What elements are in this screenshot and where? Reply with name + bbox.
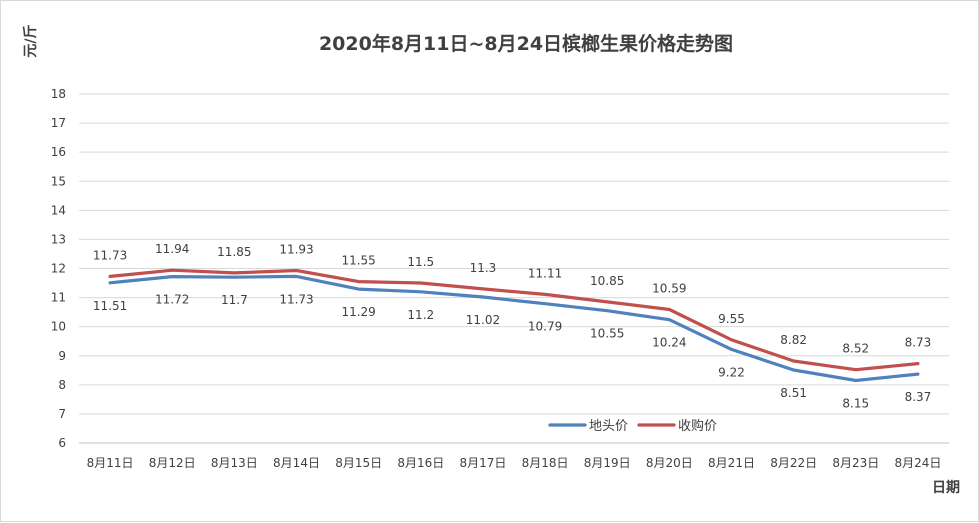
y-tick-label: 10	[51, 320, 66, 334]
x-tick-label: 8月16日	[397, 456, 444, 470]
data-label: 11.55	[341, 254, 375, 268]
data-label: 10.59	[652, 282, 686, 296]
y-tick-label: 15	[51, 174, 66, 188]
data-label: 11.5	[407, 255, 434, 269]
x-tick-label: 8月13日	[211, 456, 258, 470]
x-tick-label: 8月11日	[87, 456, 134, 470]
y-tick-label: 18	[51, 87, 66, 101]
legend: 地头价 收购价	[548, 418, 717, 434]
legend-label: 收购价	[678, 418, 717, 434]
x-axis-ticks: 8月11日 8月12日 8月13日 8月14日 8月15日 8月16日 8月17日 8月18日…	[87, 456, 942, 470]
y-tick-label: 7	[58, 407, 66, 421]
data-label: 11.73	[279, 292, 313, 306]
y-tick-label: 6	[58, 436, 66, 450]
y-tick-label: 9	[58, 349, 66, 363]
gridlines	[79, 93, 949, 444]
data-label: 11.3	[470, 261, 497, 275]
x-tick-label: 8月20日	[646, 456, 693, 470]
data-label: 11.85	[217, 245, 251, 259]
data-label: 11.02	[466, 313, 500, 327]
x-tick-label: 8月24日	[894, 456, 941, 470]
x-tick-label: 8月21日	[708, 456, 755, 470]
data-label: 9.55	[718, 312, 745, 326]
data-label: 8.73	[905, 336, 932, 350]
y-tick-label: 8	[58, 378, 66, 392]
legend-label: 地头价	[589, 419, 628, 434]
data-label: 10.24	[652, 336, 686, 350]
data-label: 11.29	[341, 305, 375, 319]
data-label: 11.11	[528, 266, 562, 280]
data-label: 8.52	[842, 342, 869, 356]
data-label: 10.85	[590, 274, 624, 288]
y-axis-ticks: 6 7 8 9 10 11 12 13 14 15 16 17 18	[51, 87, 66, 450]
series-line-1	[108, 274, 920, 383]
data-label: 10.79	[528, 320, 562, 334]
y-tick-label: 16	[51, 145, 66, 159]
data-label: 8.82	[780, 333, 807, 347]
y-axis-title: 元/斤	[22, 24, 39, 57]
data-label: 9.22	[718, 365, 745, 379]
y-tick-label: 17	[51, 116, 66, 130]
data-label: 8.37	[905, 390, 932, 404]
data-label: 8.15	[842, 396, 869, 410]
y-tick-label: 11	[51, 291, 66, 305]
x-tick-label: 8月18日	[522, 456, 569, 470]
y-tick-label: 14	[51, 203, 66, 217]
x-tick-label: 8月19日	[584, 456, 631, 470]
x-tick-label: 8月22日	[770, 456, 817, 470]
x-axis-title: 日期	[932, 480, 960, 496]
data-label: 11.93	[279, 243, 313, 257]
x-tick-label: 8月15日	[335, 456, 382, 470]
chart-title: 2020年8月11日~8月24日槟榔生果价格走势图	[319, 32, 733, 55]
y-tick-label: 12	[51, 262, 66, 276]
data-label: 11.72	[155, 293, 189, 307]
data-label: 11.94	[155, 242, 189, 256]
series-line-2	[108, 268, 920, 372]
x-tick-label: 8月12日	[149, 456, 196, 470]
data-labels: 11.51 11.72 11.7 11.73 11.29 11.2 11.02 10.79 10…	[93, 242, 931, 410]
series-lines	[108, 268, 920, 383]
data-label: 11.73	[93, 248, 127, 262]
data-label: 11.51	[93, 299, 127, 313]
data-label: 8.51	[780, 386, 807, 400]
x-tick-label: 8月23日	[832, 456, 879, 470]
data-label: 11.7	[221, 293, 248, 307]
y-tick-label: 13	[51, 232, 66, 246]
x-tick-label: 8月17日	[459, 456, 506, 470]
x-tick-label: 8月14日	[273, 456, 320, 470]
data-label: 11.2	[407, 308, 434, 322]
data-label: 10.55	[590, 327, 624, 341]
